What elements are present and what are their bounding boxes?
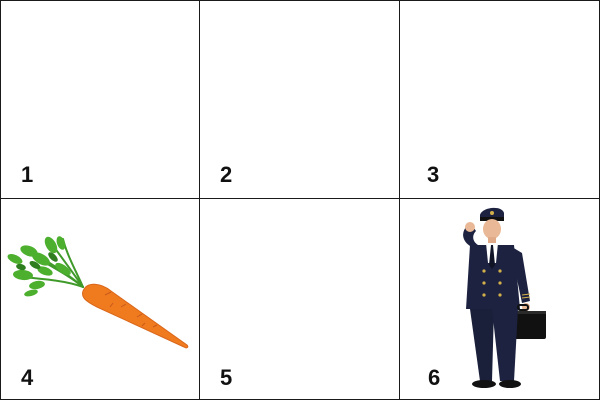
- grid-cell-5[interactable]: 5: [200, 199, 400, 399]
- cell-number: 4: [21, 365, 34, 390]
- carrot-icon: [7, 236, 189, 349]
- pilot-with-briefcase-icon: [463, 207, 546, 388]
- grid-cell-4[interactable]: 4: [1, 199, 200, 399]
- grid-cell-3[interactable]: 3: [400, 1, 599, 199]
- grid-cell-6[interactable]: 6: [400, 199, 599, 399]
- cell-number: 3: [427, 162, 440, 187]
- cell-number: 1: [21, 162, 34, 187]
- cell-number: 2: [220, 162, 233, 187]
- grid-cell-1[interactable]: 1: [1, 1, 200, 199]
- cell-number: 5: [220, 365, 233, 390]
- cell-number: 6: [428, 365, 441, 390]
- grid-cell-2[interactable]: 2: [200, 1, 400, 199]
